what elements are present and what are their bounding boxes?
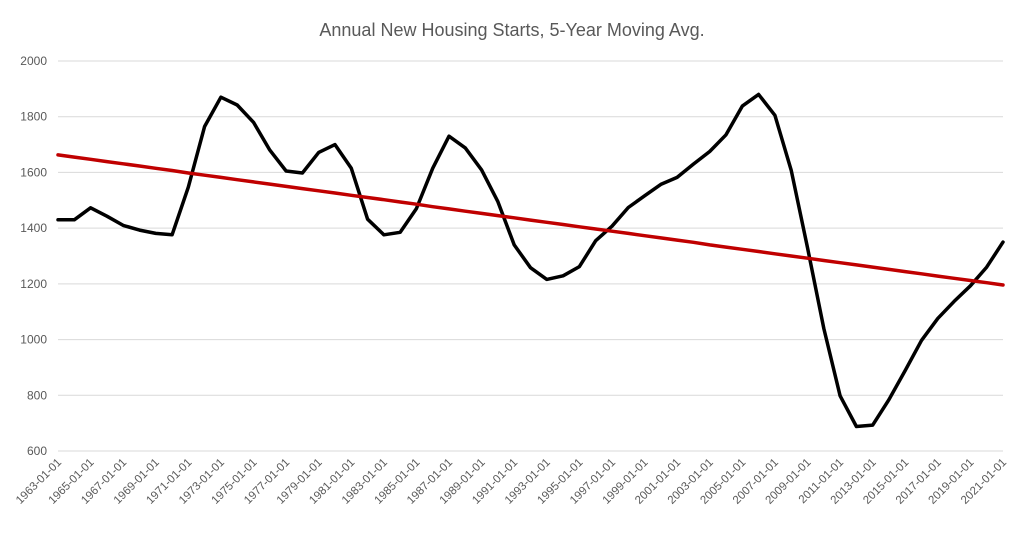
y-axis-ticks: 600 800 1000 1200 1400 1600 1800 2000 [20,54,47,458]
x-axis-ticks: 1963-01-011965-01-011967-01-011969-01-01… [14,457,1009,507]
y-tick-label: 600 [27,444,47,458]
y-tick-label: 800 [27,388,47,402]
gridlines [58,60,1003,452]
y-tick-label: 2000 [20,54,47,68]
y-tick-label: 1000 [20,333,47,347]
y-tick-label: 1600 [20,165,47,179]
series-lines [56,92,1005,429]
y-tick-label: 1200 [20,277,47,291]
y-tick-label: 1400 [20,221,47,235]
y-tick-label: 1800 [20,110,47,124]
chart-title: Annual New Housing Starts, 5-Year Moving… [319,20,704,40]
series-line-trend [56,153,1005,287]
series-line-housing-starts [56,92,1005,429]
